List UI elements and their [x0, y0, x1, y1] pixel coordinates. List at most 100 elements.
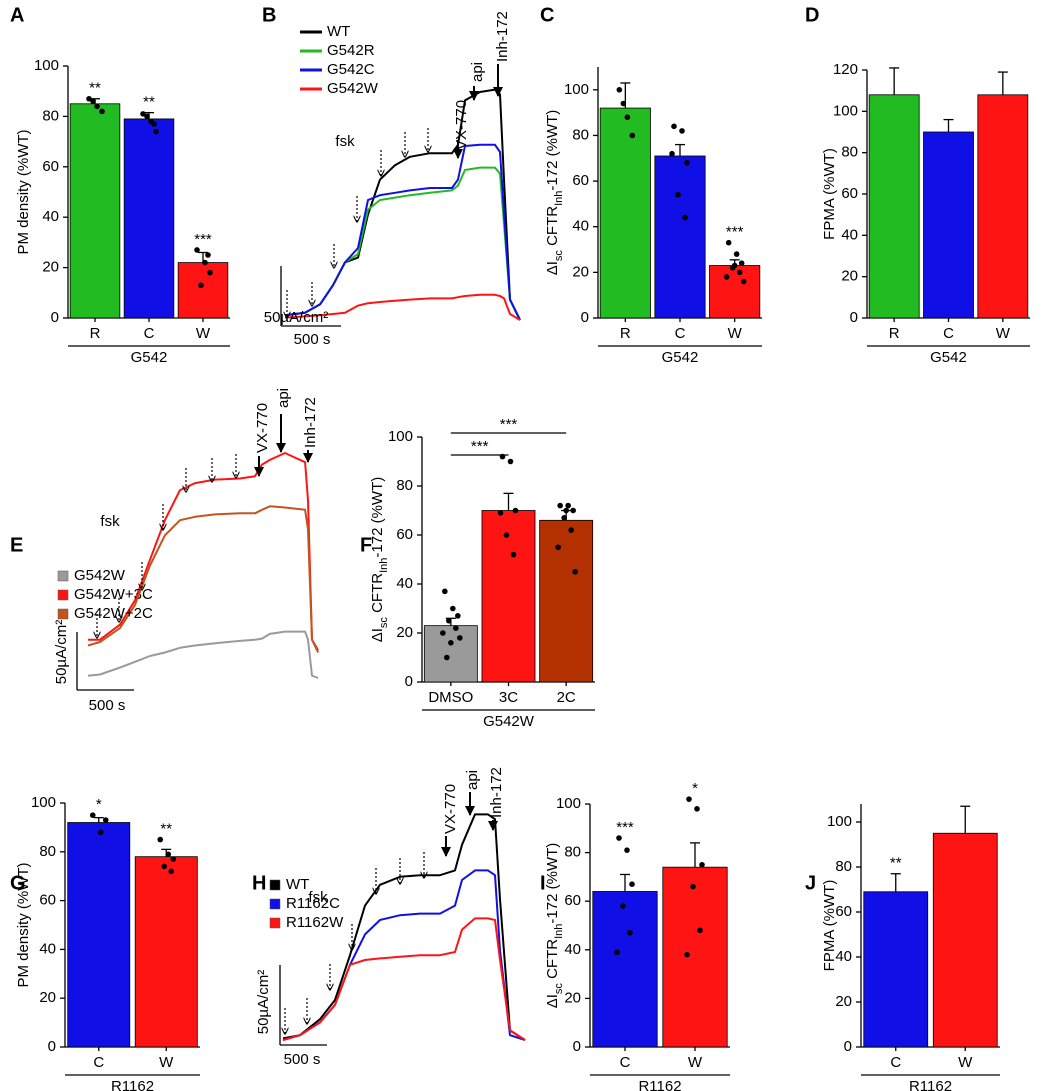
data-point [671, 123, 677, 130]
group-label: R1162 [111, 1078, 154, 1091]
legend-swatch [57, 570, 69, 582]
significance-label: ** [160, 821, 172, 838]
data-point [157, 836, 164, 843]
trace-line [87, 505, 320, 653]
data-point [563, 507, 569, 514]
panel-letter: G [10, 872, 26, 894]
treatment-label: VX-770 [254, 403, 271, 453]
treatment-label: Inh-172 [494, 11, 511, 62]
y-axis-label-part: -172 (%WT) [544, 843, 561, 924]
y-tick-label: 60 [396, 526, 413, 543]
data-point [629, 881, 635, 887]
panel-letter: E [10, 534, 23, 556]
data-point [165, 851, 172, 858]
bar [177, 262, 229, 319]
y-tick-label: 80 [572, 126, 589, 143]
x-tick-label: 3C [499, 689, 518, 706]
legend-label: G542W [74, 567, 126, 584]
treatment-label: fsk [100, 513, 120, 530]
legend-label: G542W [327, 80, 379, 97]
panel-letter: C [540, 4, 554, 26]
panel-letter: D [805, 4, 819, 26]
legend-swatch [57, 589, 69, 601]
data-point [557, 502, 563, 509]
x-tick-label: 2C [557, 689, 576, 706]
data-point [497, 510, 504, 516]
x-tick-label: C [620, 1054, 631, 1071]
y-axis-label-part: FPMA (%WT) [821, 148, 838, 240]
x-tick-label: W [196, 325, 211, 342]
data-point [455, 613, 461, 619]
data-point [629, 132, 636, 139]
y-axis-label-part: sc [553, 983, 565, 995]
y-tick-label: 20 [42, 259, 59, 276]
bar [67, 822, 131, 1048]
data-point [736, 269, 743, 276]
y-tick-label: 20 [572, 263, 589, 280]
y-axis-label-part: PM density (%WT) [15, 862, 32, 987]
y-tick-label: 0 [573, 1038, 581, 1055]
bar [932, 832, 998, 1048]
y-tick-label: 60 [841, 185, 858, 202]
data-point [679, 128, 685, 134]
scale-bar-label: 50µA/cm² [53, 620, 70, 685]
group-label: R1162 [909, 1078, 952, 1091]
data-point [565, 502, 571, 509]
y-tick-label: 20 [835, 993, 852, 1010]
bar [709, 265, 761, 319]
y-tick-label: 80 [39, 843, 56, 860]
y-axis-label-part: CFTR [544, 939, 561, 983]
y-tick-label: 100 [827, 813, 852, 830]
data-point [512, 507, 519, 514]
legend-label: G542W+2C [74, 605, 153, 622]
data-point [684, 951, 690, 958]
data-point [102, 817, 109, 823]
y-tick-label: 20 [39, 989, 56, 1006]
data-point [457, 635, 463, 641]
y-tick-label: 40 [564, 941, 581, 958]
y-tick-label: 60 [564, 892, 581, 909]
data-point [620, 100, 627, 107]
significance-label: *** [616, 819, 634, 836]
x-tick-label: W [688, 1054, 703, 1071]
treatment-label: api [275, 388, 292, 408]
panel-letter: B [262, 4, 276, 26]
data-point [627, 929, 633, 936]
x-tick-label: C [144, 325, 155, 342]
bar [923, 131, 974, 319]
y-tick-label: 0 [581, 309, 589, 326]
legend-swatch [57, 608, 69, 620]
y-axis-label-part: Inh [553, 191, 565, 206]
group-label: G542 [930, 349, 967, 366]
treatment-label: VX-770 [453, 100, 470, 150]
x-tick-label: C [890, 1054, 901, 1071]
data-point [503, 532, 510, 538]
trace-line [284, 143, 521, 321]
treatment-label: fsk [308, 889, 328, 906]
data-point [740, 278, 747, 285]
y-axis-label-part: CFTR [544, 206, 561, 250]
y-axis-label-part: sc [553, 250, 565, 262]
y-tick-label: 120 [833, 61, 858, 78]
data-point [624, 114, 631, 120]
legend-label: G542C [327, 61, 375, 78]
data-point [690, 883, 696, 890]
y-tick-label: 60 [39, 892, 56, 909]
data-point [572, 568, 578, 575]
x-tick-label: C [943, 325, 954, 342]
data-point [510, 551, 517, 558]
treatment-label: Inh-172 [488, 767, 505, 818]
comparison-label: *** [471, 438, 489, 455]
x-tick-label: C [93, 1054, 104, 1071]
significance-label: *** [726, 224, 744, 241]
y-axis-label-part: ΔI [544, 994, 561, 1008]
y-tick-label: 100 [833, 102, 858, 119]
data-point [694, 806, 700, 812]
x-tick-label: C [675, 325, 686, 342]
treatment-label: VX-770 [442, 784, 459, 834]
data-point [669, 150, 675, 157]
scale-bar-label: 50µA/cm² [255, 970, 272, 1035]
legend-swatch [269, 917, 281, 929]
y-axis-label-part: -172 (%WT) [369, 477, 386, 558]
data-point [205, 252, 211, 258]
